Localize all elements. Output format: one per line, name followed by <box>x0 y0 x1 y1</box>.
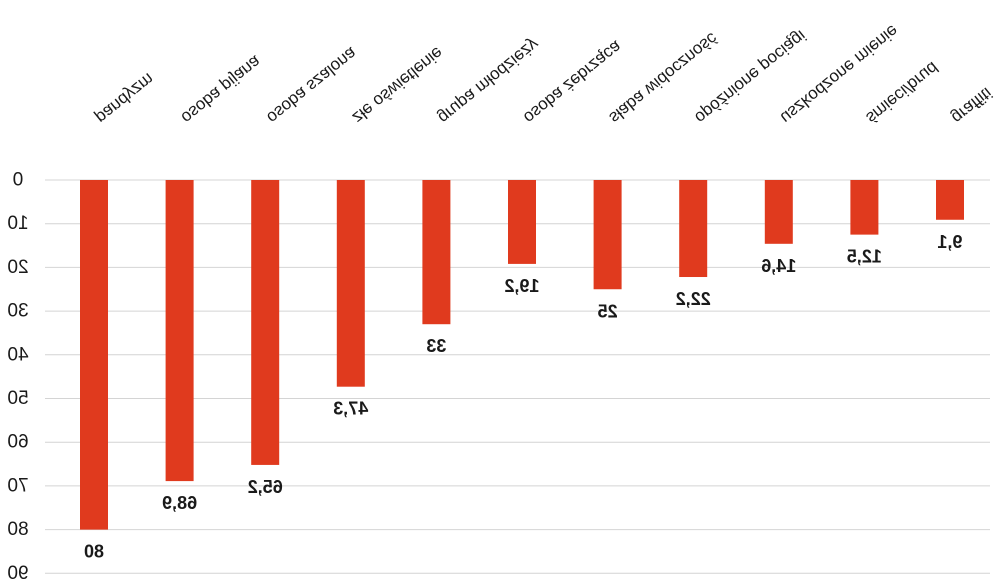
data-label: 14,6 <box>761 256 796 276</box>
bar <box>764 180 793 244</box>
bar <box>679 180 708 278</box>
bar <box>165 180 194 482</box>
bar <box>422 180 451 325</box>
bar <box>850 180 879 235</box>
category-label: złe oświetlenie <box>349 43 447 127</box>
y-tick-label: 70 <box>7 475 28 496</box>
category-label: śmieci/brud <box>862 58 942 127</box>
category-label: pandyzm <box>92 69 158 127</box>
gridlines <box>45 179 990 574</box>
category-label: osoba szalona <box>263 43 361 127</box>
bar <box>508 180 536 264</box>
data-label: 25 <box>598 301 618 321</box>
bar <box>336 180 365 387</box>
bar <box>251 180 280 465</box>
data-label: 80 <box>84 542 104 562</box>
data-label: 47,3 <box>333 399 368 419</box>
y-tick-label: 90 <box>7 563 28 584</box>
bar <box>80 180 108 530</box>
y-tick-label: 40 <box>7 344 28 365</box>
category-label: graffiti <box>948 84 996 128</box>
bars <box>80 180 964 530</box>
value-labels: 80 68,9 65,2 47,3 33 19,2 25 22,2 14,6 12,5 9,1 <box>84 232 963 562</box>
bar <box>936 180 964 220</box>
y-tick-label: 20 <box>7 257 28 278</box>
data-label: 9,1 <box>937 232 962 252</box>
y-tick-label: 0 <box>13 170 24 191</box>
y-tick-label: 80 <box>7 519 28 540</box>
data-label: 22,2 <box>676 289 711 309</box>
y-tick-label: 50 <box>7 388 28 409</box>
data-label: 33 <box>426 336 446 356</box>
y-axis-ticks: 0 10 20 30 40 50 60 70 80 90 <box>7 170 28 584</box>
data-label: 65,2 <box>248 477 283 497</box>
category-label: osoba pijana <box>178 52 265 128</box>
y-tick-label: 10 <box>7 213 28 234</box>
y-tick-label: 30 <box>7 301 28 322</box>
data-label: 12,5 <box>847 247 882 267</box>
data-label: 19,2 <box>504 276 539 296</box>
y-tick-label: 60 <box>7 432 28 453</box>
data-label: 68,9 <box>162 493 197 513</box>
bar <box>593 180 622 290</box>
